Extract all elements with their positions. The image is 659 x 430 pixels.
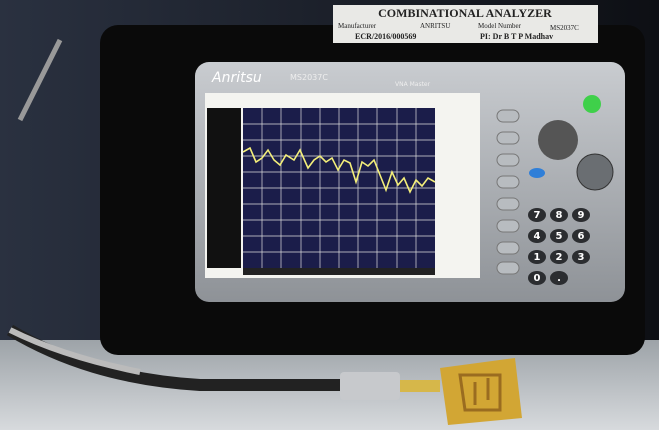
enter-key xyxy=(529,168,545,178)
asset-label: COMBINATIONAL ANALYZER Manufacturer ANRI… xyxy=(333,5,598,43)
dpad xyxy=(538,120,578,160)
antenna-pattern xyxy=(458,373,502,412)
label-text: PI: Dr B T P Madhav xyxy=(480,32,553,41)
key-label: 2 xyxy=(556,252,563,263)
key xyxy=(528,250,546,264)
grid xyxy=(243,108,435,268)
key xyxy=(528,271,546,285)
key xyxy=(572,229,590,243)
product: VNA Master xyxy=(395,81,431,88)
key-label: 1 xyxy=(534,252,541,263)
label-text: Model Number xyxy=(478,22,522,30)
key-label: 6 xyxy=(578,231,585,242)
key-label: 3 xyxy=(578,252,585,263)
side-panel xyxy=(207,108,241,268)
keypad: 7 8 9 4 5 6 1 2 3 0. xyxy=(528,208,590,285)
adapter xyxy=(400,380,440,392)
key xyxy=(528,229,546,243)
key xyxy=(550,208,568,222)
brand: Anritsu xyxy=(211,70,262,86)
power-led xyxy=(583,95,601,113)
key xyxy=(572,208,590,222)
label-paper xyxy=(333,5,598,43)
soft-keys xyxy=(496,109,520,275)
antenna-pcb xyxy=(440,358,522,425)
connector xyxy=(340,372,400,400)
key-label: . xyxy=(557,273,561,284)
rotary-knob xyxy=(576,153,614,191)
label-text: ECR/2016/000569 xyxy=(355,32,416,41)
key-label: 4 xyxy=(534,231,541,242)
key xyxy=(528,208,546,222)
label-text: Manufacturer xyxy=(338,22,377,30)
key-label: 8 xyxy=(556,210,563,221)
trace xyxy=(242,146,436,194)
key xyxy=(550,250,568,264)
cable-sheath xyxy=(8,327,141,375)
status-bar xyxy=(243,268,435,275)
key xyxy=(572,250,590,264)
key-label: 0 xyxy=(534,273,541,284)
label-text: ANRITSU xyxy=(420,22,450,30)
label-title: COMBINATIONAL ANALYZER xyxy=(378,6,552,20)
cable-top xyxy=(17,38,63,122)
label-text: MS2037C xyxy=(550,24,579,32)
model: MS2037C xyxy=(290,73,328,82)
key-label: 5 xyxy=(556,231,563,242)
key xyxy=(550,271,568,285)
key-label: 7 xyxy=(534,210,541,221)
key-label: 9 xyxy=(578,210,585,221)
key xyxy=(550,229,568,243)
